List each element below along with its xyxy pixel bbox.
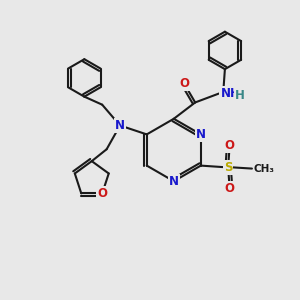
Text: O: O [225, 182, 235, 195]
Text: N: N [169, 175, 179, 188]
Text: O: O [97, 187, 107, 200]
Text: NH: NH [220, 87, 240, 100]
Text: N: N [115, 119, 125, 132]
Text: H: H [234, 88, 244, 101]
Text: O: O [225, 139, 235, 152]
Text: CH₃: CH₃ [254, 164, 274, 174]
Text: S: S [224, 160, 233, 174]
Text: N: N [196, 128, 206, 141]
Text: O: O [179, 76, 189, 90]
